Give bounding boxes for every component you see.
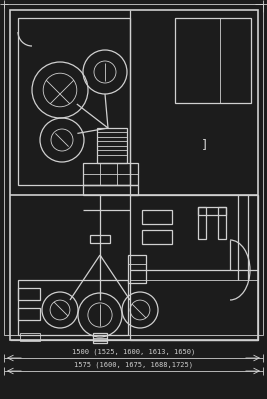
Bar (18, 308, 40, 320)
Bar (130, 195, 258, 340)
Bar (93, 333, 107, 343)
Bar (142, 230, 172, 244)
Text: ]: ] (201, 138, 209, 152)
Bar (18, 288, 40, 300)
Bar (18, 280, 128, 335)
Text: 1500 (1525, 1600, 1613, 1650): 1500 (1525, 1600, 1613, 1650) (72, 348, 195, 355)
Bar (128, 255, 146, 283)
Bar (83, 163, 138, 185)
Bar (97, 128, 127, 163)
Bar (198, 207, 206, 239)
Bar (90, 235, 110, 243)
Bar (10, 10, 258, 340)
Text: 1575 (1600, 1675, 1688,1725): 1575 (1600, 1675, 1688,1725) (74, 361, 193, 368)
Bar (218, 207, 226, 239)
Bar (198, 207, 226, 215)
Bar (18, 18, 130, 185)
Bar (175, 18, 251, 103)
Bar (4, 4, 263, 335)
Bar (83, 185, 138, 195)
Bar (20, 333, 40, 341)
Bar (142, 210, 172, 224)
